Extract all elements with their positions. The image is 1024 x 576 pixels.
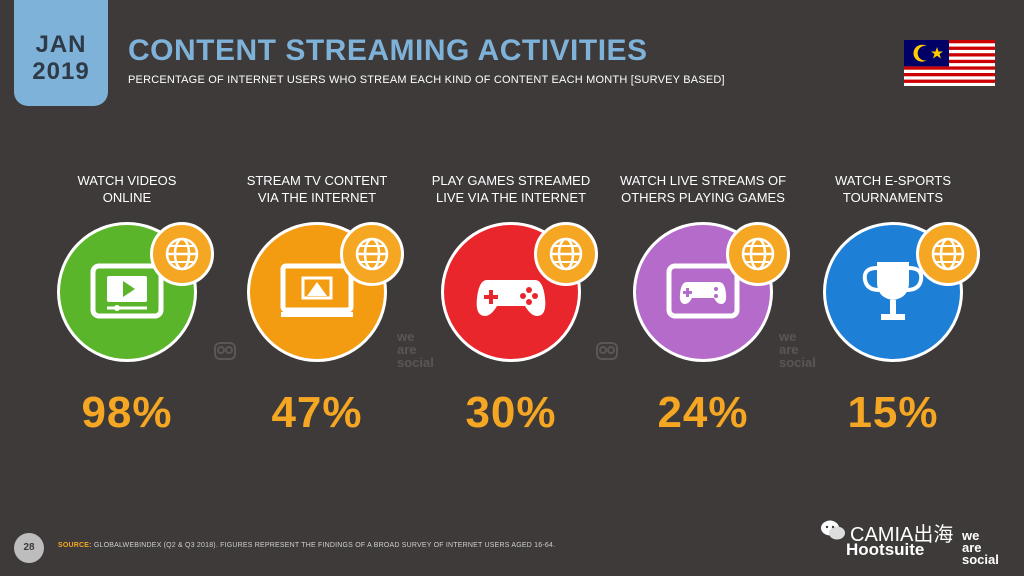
owl-watermark-icon: [596, 342, 618, 360]
stat-value: 24%: [657, 388, 749, 437]
stat-label: STREAM TV CONTENT VIA THE INTERNET: [246, 173, 388, 205]
stat-value: 30%: [465, 388, 557, 437]
globe-badge: [534, 222, 598, 286]
date-badge: JAN 2019: [14, 0, 108, 106]
globe-icon: [741, 237, 775, 271]
date-year: 2019: [32, 58, 90, 85]
globe-badge: [726, 222, 790, 286]
stat-value: 98%: [81, 388, 173, 437]
malaysia-flag-icon: [904, 40, 995, 86]
globe-badge: [916, 222, 980, 286]
we-are-social-watermark: we are social: [779, 329, 816, 370]
stat-label: PLAY GAMES STREAMED LIVE VIA THE INTERNET: [431, 173, 591, 205]
globe-icon: [931, 237, 965, 271]
globe-badge: [150, 222, 214, 286]
page-number: 28: [14, 533, 44, 563]
trophy-icon: [862, 262, 924, 320]
gamepad-icon: [476, 280, 546, 316]
source-note: SOURCE: GLOBALWEBINDEX (Q2 & Q3 2018). F…: [58, 542, 555, 549]
source-key: SOURCE:: [58, 542, 92, 549]
video-player-icon: [90, 263, 164, 319]
we-are-social-watermark: we are social: [397, 329, 434, 370]
gamepad-screen-icon: [666, 263, 740, 319]
globe-icon: [165, 237, 199, 271]
globe-icon: [355, 237, 389, 271]
page-subtitle: PERCENTAGE OF INTERNET USERS WHO STREAM …: [128, 74, 725, 86]
globe-badge: [340, 222, 404, 286]
we-are-social-logo: we are social: [962, 528, 999, 567]
page-title: CONTENT STREAMING ACTIVITIES: [128, 34, 648, 67]
stat-value: 47%: [271, 388, 363, 437]
tv-stream-icon: [280, 263, 354, 317]
wechat-account-name: CAMIA出海: [850, 524, 954, 546]
stat-value: 15%: [847, 388, 939, 437]
globe-icon: [549, 237, 583, 271]
owl-watermark-icon: [214, 342, 236, 360]
wechat-icon: [821, 520, 845, 540]
stat-label: WATCH LIVE STREAMS OF OTHERS PLAYING GAME…: [619, 173, 787, 205]
stat-label: WATCH VIDEOS ONLINE: [77, 173, 177, 205]
hootsuite-logo: Hootsuite: [846, 540, 925, 559]
source-text: GLOBALWEBINDEX (Q2 & Q3 2018). FIGURES R…: [93, 542, 556, 549]
stat-label: WATCH E-SPORTS TOURNAMENTS: [834, 173, 952, 205]
date-month: JAN: [35, 31, 87, 58]
